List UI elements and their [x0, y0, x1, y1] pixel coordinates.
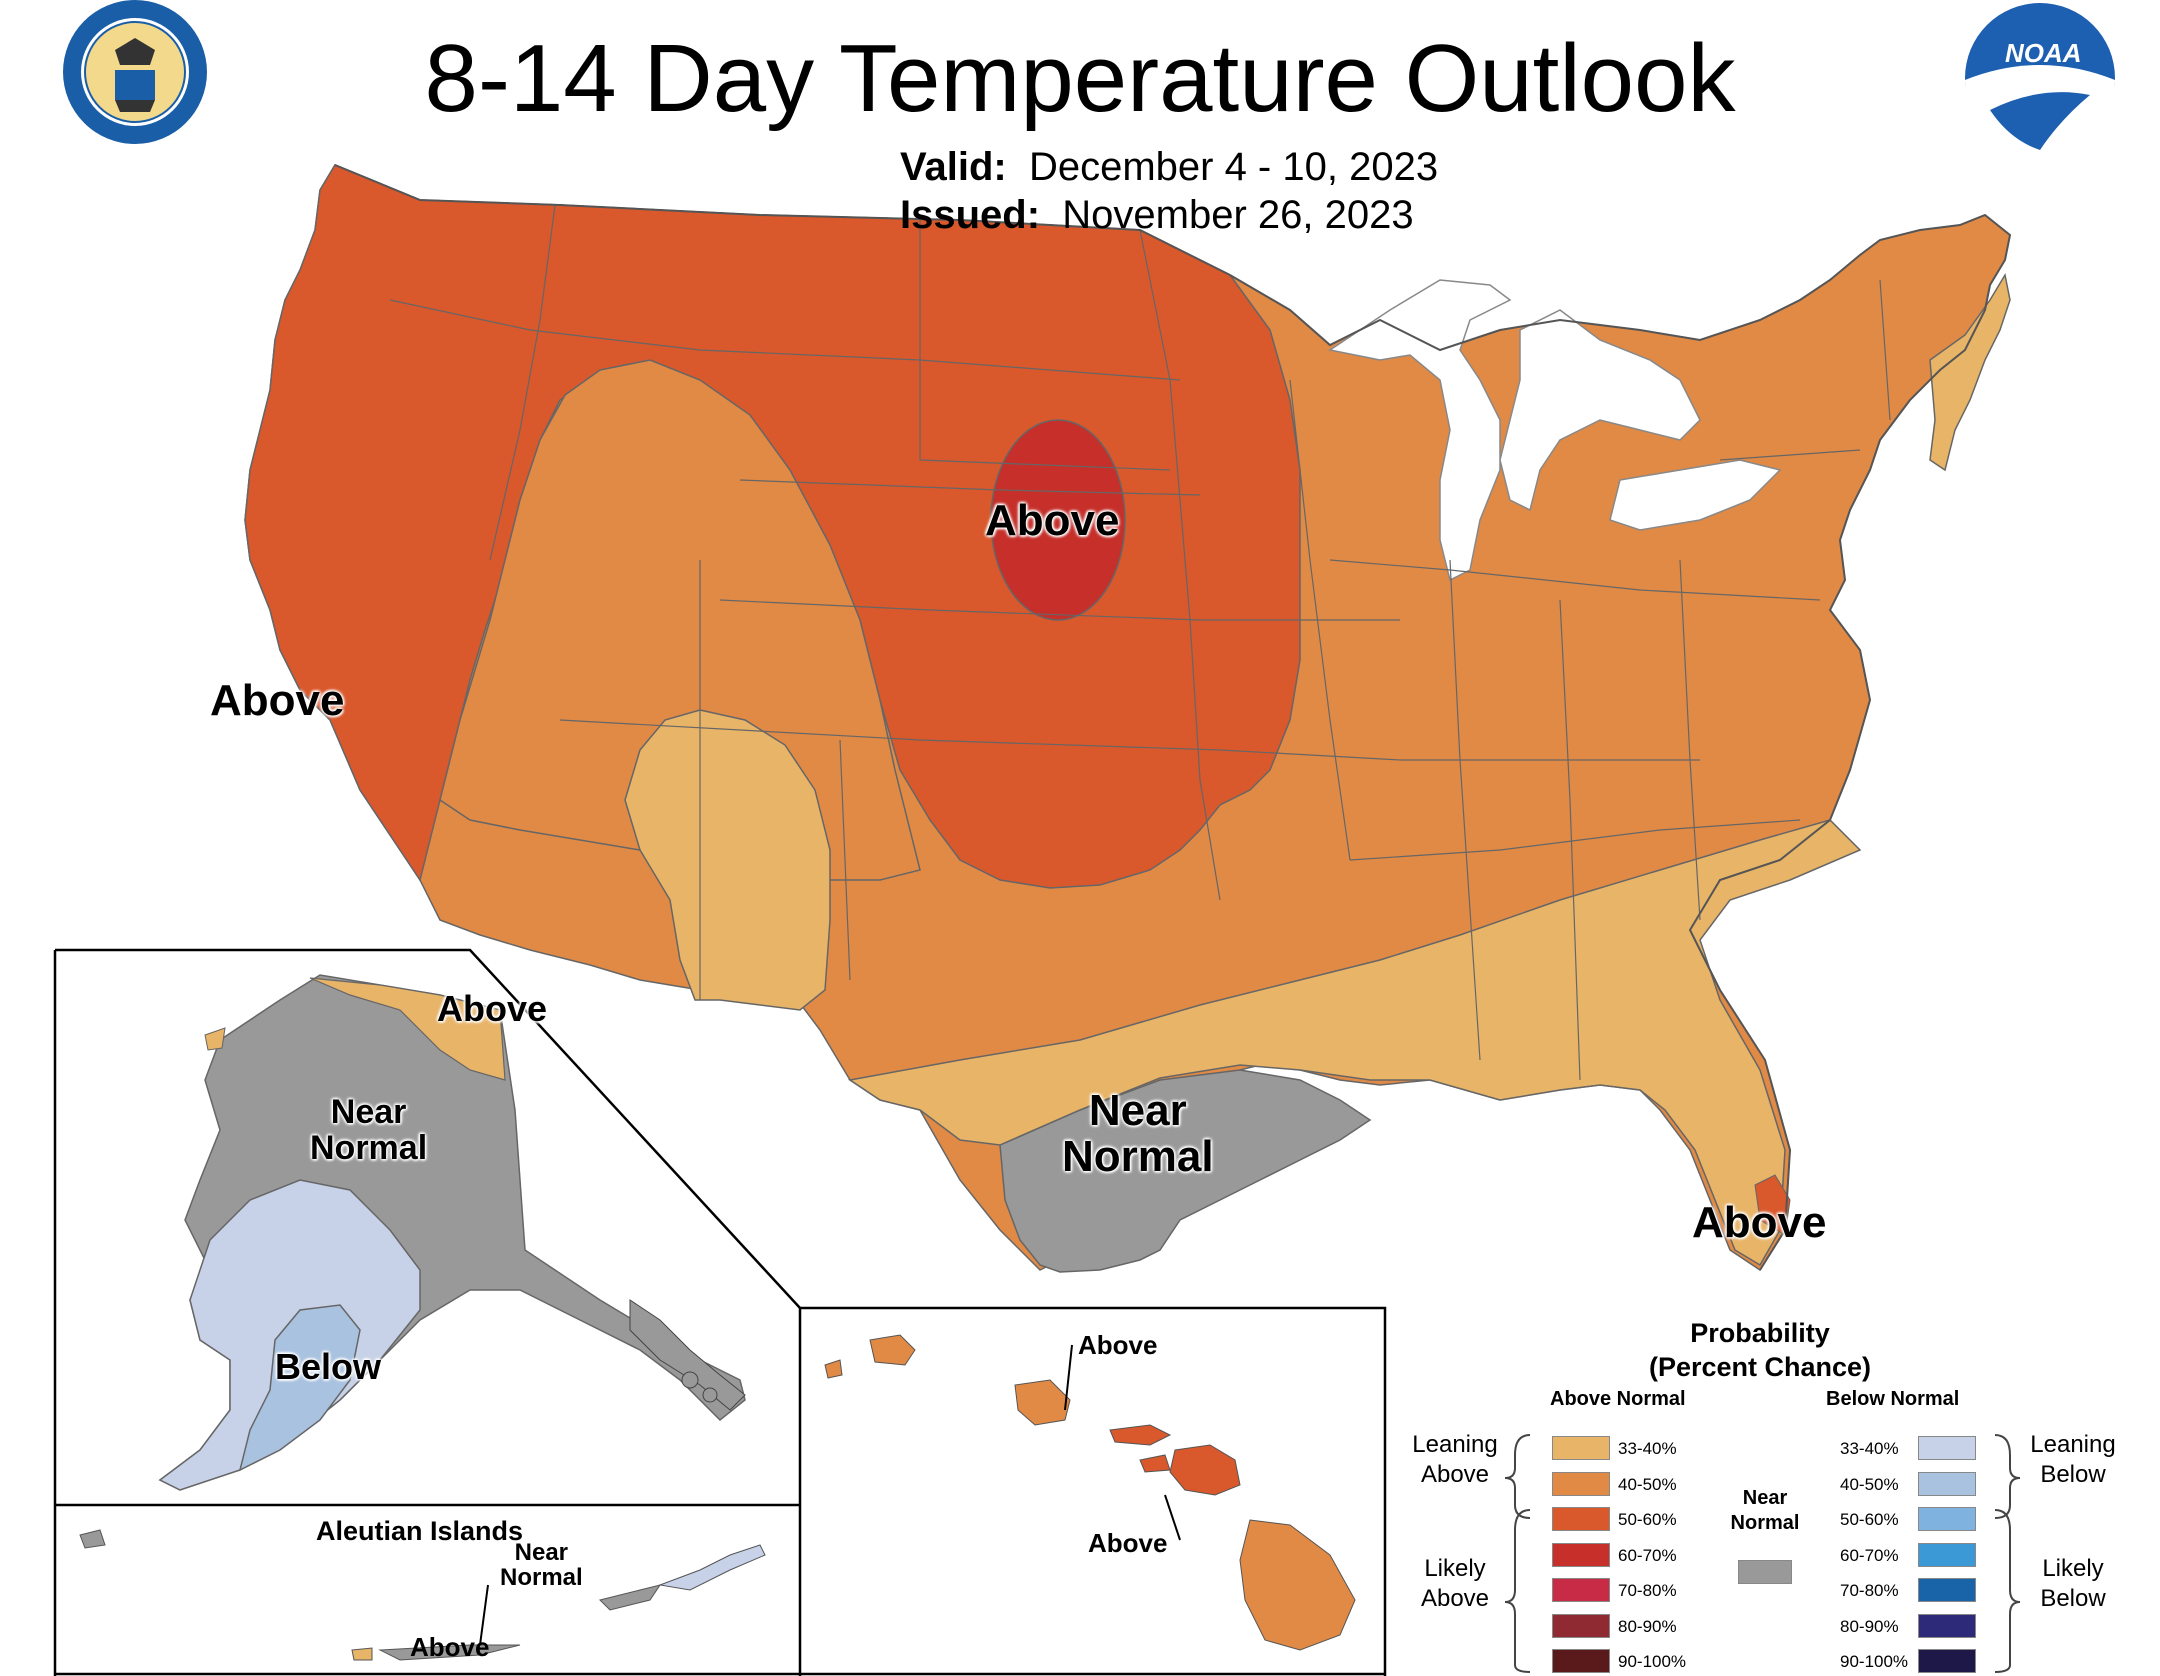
- label-central-above: Above: [985, 496, 1120, 545]
- legend-above-range-label: 90-100%: [1618, 1652, 1687, 1671]
- alaska-label-near-normal: Near Normal: [310, 1093, 428, 1167]
- legend-leaning-below: Leaning Below: [2018, 1430, 2128, 1490]
- valid-dates: Valid: December 4 - 10, 2023 Issued: Nov…: [900, 143, 1438, 239]
- plains-60-70: [990, 419, 1126, 621]
- likely-below-line2: Below: [2040, 1585, 2106, 1612]
- label-west-coast-above: Above: [210, 676, 345, 725]
- hawaii-label-above-top: Above: [1078, 1330, 1158, 1360]
- legend-below-range-label: 80-90%: [1840, 1616, 1899, 1636]
- leaning-above-line1: Leaning: [1412, 1431, 1498, 1458]
- legend-title: Probability (Percent Chance): [1590, 1316, 1930, 1384]
- legend-above-range-label: 80-90%: [1618, 1616, 1677, 1636]
- aleutian-above: Above: [410, 1632, 490, 1662]
- legend-below-range-label: 40-50%: [1840, 1474, 1899, 1494]
- legend-leaning-above: Leaning Above: [1400, 1430, 1510, 1490]
- state-borders: [389, 204, 1891, 1081]
- near-normal-line2: Normal: [1730, 1512, 1800, 1534]
- legend-below-swatch: [1918, 1542, 1976, 1567]
- alaska-label-below: Below: [275, 1346, 382, 1387]
- alaska-below-40-50: [238, 1304, 361, 1472]
- legend-likely-above: Likely Above: [1400, 1554, 1510, 1614]
- legend-below-swatch: [1918, 1436, 1976, 1460]
- alaska-above-west: [204, 1027, 226, 1051]
- legend-above-range-label: 70-80%: [1618, 1581, 1677, 1600]
- hawaii-label-above-bottom: Above: [1088, 1528, 1168, 1558]
- hawaii-islands: [824, 1334, 1356, 1651]
- legend-above-range-label: 50-60%: [1618, 1510, 1677, 1529]
- four-corners-33-40: [624, 709, 831, 1011]
- alaska-above-north: [309, 977, 506, 1081]
- conus-outline: [334, 164, 2012, 1271]
- likely-above-line2: Above: [1420, 1585, 1490, 1612]
- legend-near-normal-swatch: [1738, 1560, 1792, 1584]
- legend-above-swatch: [1552, 1578, 1610, 1602]
- legend-above-swatch: [1552, 1507, 1610, 1531]
- texas-near-line1: Near: [1088, 1086, 1187, 1135]
- legend-below-range-label: 33-40%: [1840, 1439, 1899, 1458]
- likely-below-line1: Likely: [2042, 1555, 2104, 1582]
- label-florida-above: Above: [1692, 1198, 1827, 1247]
- legend-above-swatch: [1552, 1649, 1610, 1673]
- legend-above-range-label: 40-50%: [1618, 1474, 1677, 1494]
- legend-below-swatch: [1918, 1649, 1976, 1673]
- legend-above-range-label: 60-70%: [1618, 1545, 1677, 1565]
- legend-below-swatch: [1918, 1471, 1976, 1496]
- noaa-logo-text: NOAA: [2005, 38, 2082, 68]
- texas-near-normal: [999, 1069, 1372, 1273]
- legend-above-range-label: 33-40%: [1618, 1439, 1677, 1458]
- aleutian-near-line2: Normal: [500, 1564, 583, 1592]
- leaning-below-line2: Below: [2040, 1461, 2106, 1488]
- legend-below-range-label: 70-80%: [1840, 1581, 1899, 1600]
- legend-below-range-label: 90-100%: [1840, 1652, 1909, 1671]
- newengland-33-40: [1929, 272, 2011, 472]
- issued-label: Issued:: [900, 193, 1041, 237]
- legend-above-swatch: [1552, 1613, 1610, 1638]
- legend-likely-below: Likely Below: [2018, 1554, 2128, 1614]
- noaa-logo: [1965, 3, 2115, 155]
- alaska-near-line2: Normal: [310, 1128, 428, 1167]
- legend-title-line2: (Percent Chance): [1648, 1352, 1872, 1382]
- valid-value: December 4 - 10, 2023: [1028, 145, 1439, 189]
- leaning-above-line2: Above: [1420, 1461, 1490, 1488]
- great-lakes: [1328, 279, 1782, 582]
- alaska-panhandle-islands: [629, 1299, 746, 1411]
- legend-above-swatch: [1552, 1471, 1610, 1496]
- aleutian-title: Aleutian Islands: [316, 1516, 524, 1546]
- legend-below-header: Below Normal: [1826, 1388, 1960, 1410]
- legend-below-range-label: 50-60%: [1840, 1510, 1899, 1529]
- legend-near-normal: Near Normal: [1715, 1486, 1815, 1536]
- legend-above-header: Above Normal: [1550, 1388, 1686, 1410]
- alaska-label-above: Above: [437, 988, 548, 1029]
- label-texas-near-normal: Near Normal: [1062, 1086, 1214, 1182]
- south-band-33-40: [848, 819, 1862, 1267]
- aleutian-near-line1: Near: [514, 1539, 569, 1566]
- texas-near-line2: Normal: [1062, 1132, 1214, 1182]
- valid-label: Valid:: [900, 145, 1007, 189]
- legend-below-range-label: 60-70%: [1840, 1545, 1899, 1565]
- legend-above-swatch: [1552, 1436, 1610, 1460]
- issued-value: November 26, 2023: [1062, 193, 1414, 237]
- florida-tip-50-60: [1754, 1174, 1791, 1236]
- legend-title-line1: Probability: [1690, 1318, 1830, 1348]
- aleutian-island-chain: [79, 1529, 766, 1661]
- commerce-seal: [63, 0, 207, 144]
- near-normal-line1: Near: [1742, 1487, 1788, 1509]
- legend-below-swatch: [1918, 1578, 1976, 1602]
- aleutian-near-normal: Near Normal: [500, 1539, 583, 1592]
- legend-below-swatch: [1918, 1613, 1976, 1638]
- legend-below-swatch: [1918, 1507, 1976, 1531]
- likely-above-line1: Likely: [1424, 1555, 1486, 1582]
- alaska-near-line1: Near: [330, 1093, 407, 1131]
- leaning-below-line1: Leaning: [2030, 1431, 2116, 1458]
- page-title: 8-14 Day Temperature Outlook: [424, 25, 1736, 132]
- legend-above-swatch: [1552, 1542, 1610, 1567]
